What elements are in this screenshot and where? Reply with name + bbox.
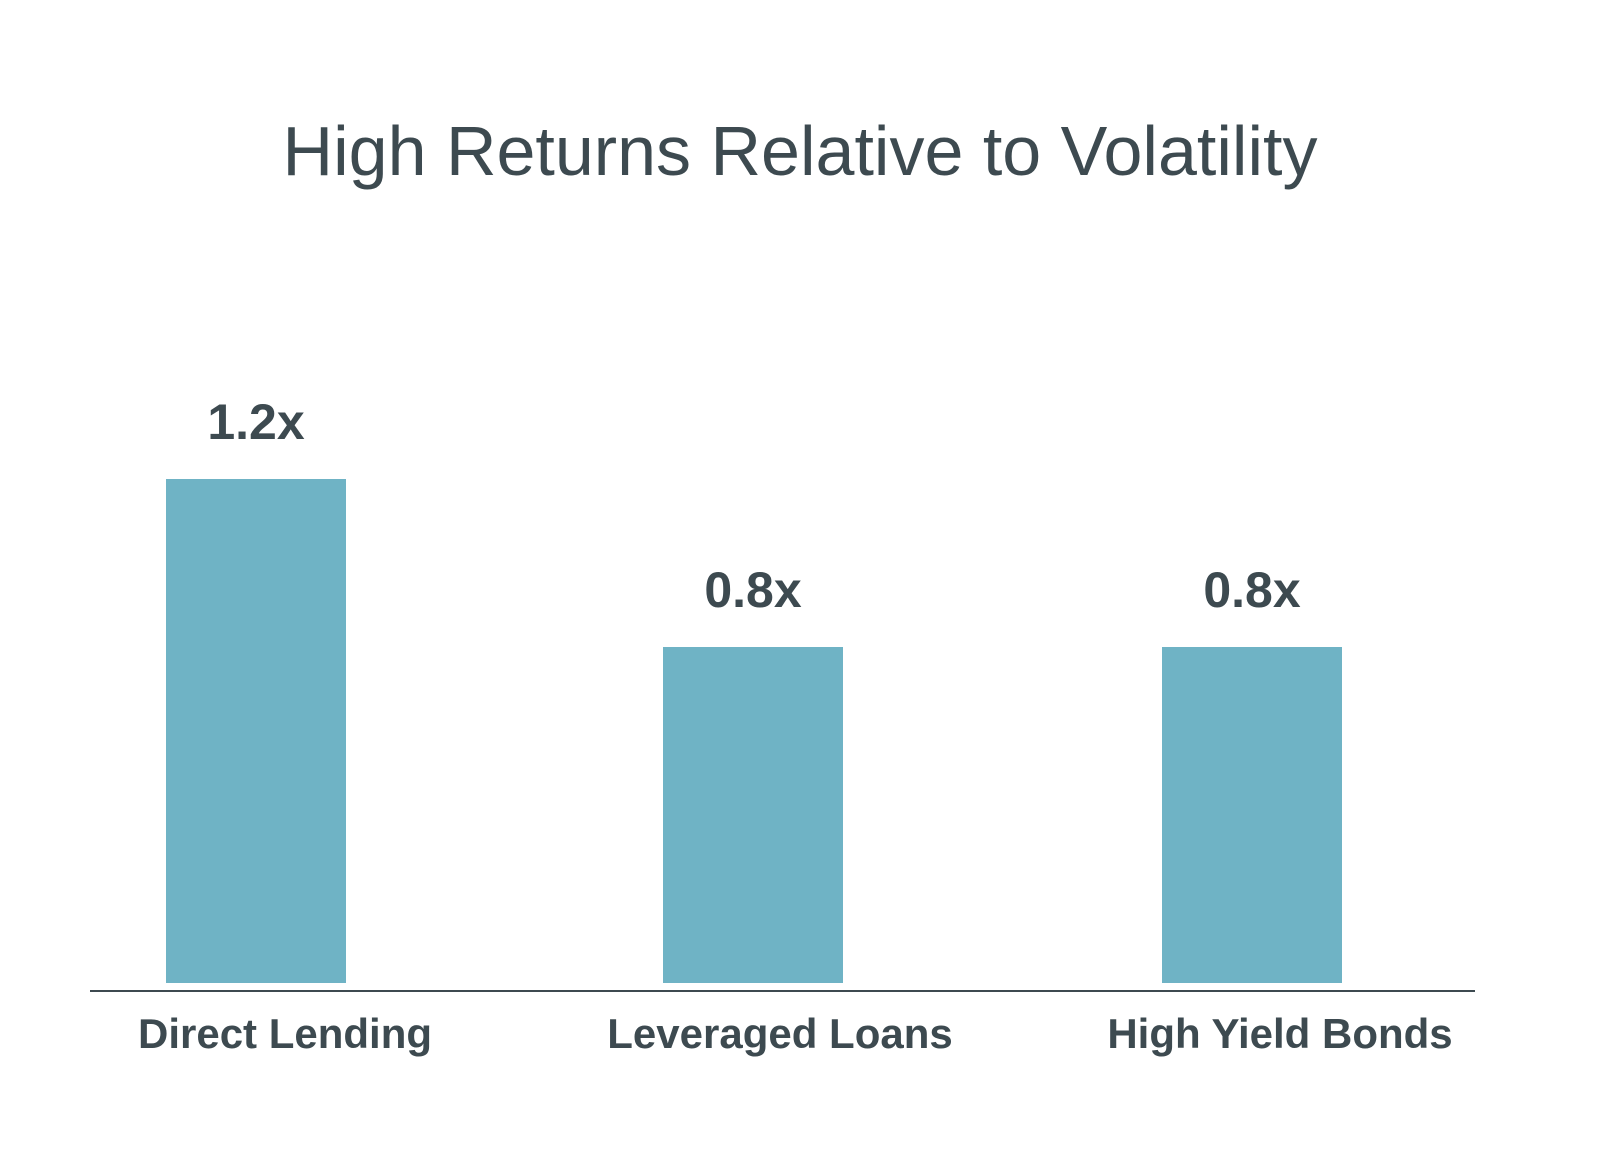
category-label: Direct Lending [138,1010,432,1057]
category-label: High Yield Bonds [1107,1010,1452,1057]
bar-high-yield-bonds [1162,647,1342,983]
bar-value-label: 1.2x [207,394,305,450]
bars-group: 1.2x 0.8x 0.8x [166,394,1342,983]
category-labels-group: Direct Lending Leveraged Loans High Yield … [138,1010,1453,1057]
bar-value-label: 0.8x [1203,562,1301,618]
bar-value-label: 0.8x [704,562,802,618]
bar-direct-lending [166,479,346,983]
chart-title: High Returns Relative to Volatility [283,112,1318,190]
bar-leveraged-loans [663,647,843,983]
category-label: Leveraged Loans [607,1010,952,1057]
